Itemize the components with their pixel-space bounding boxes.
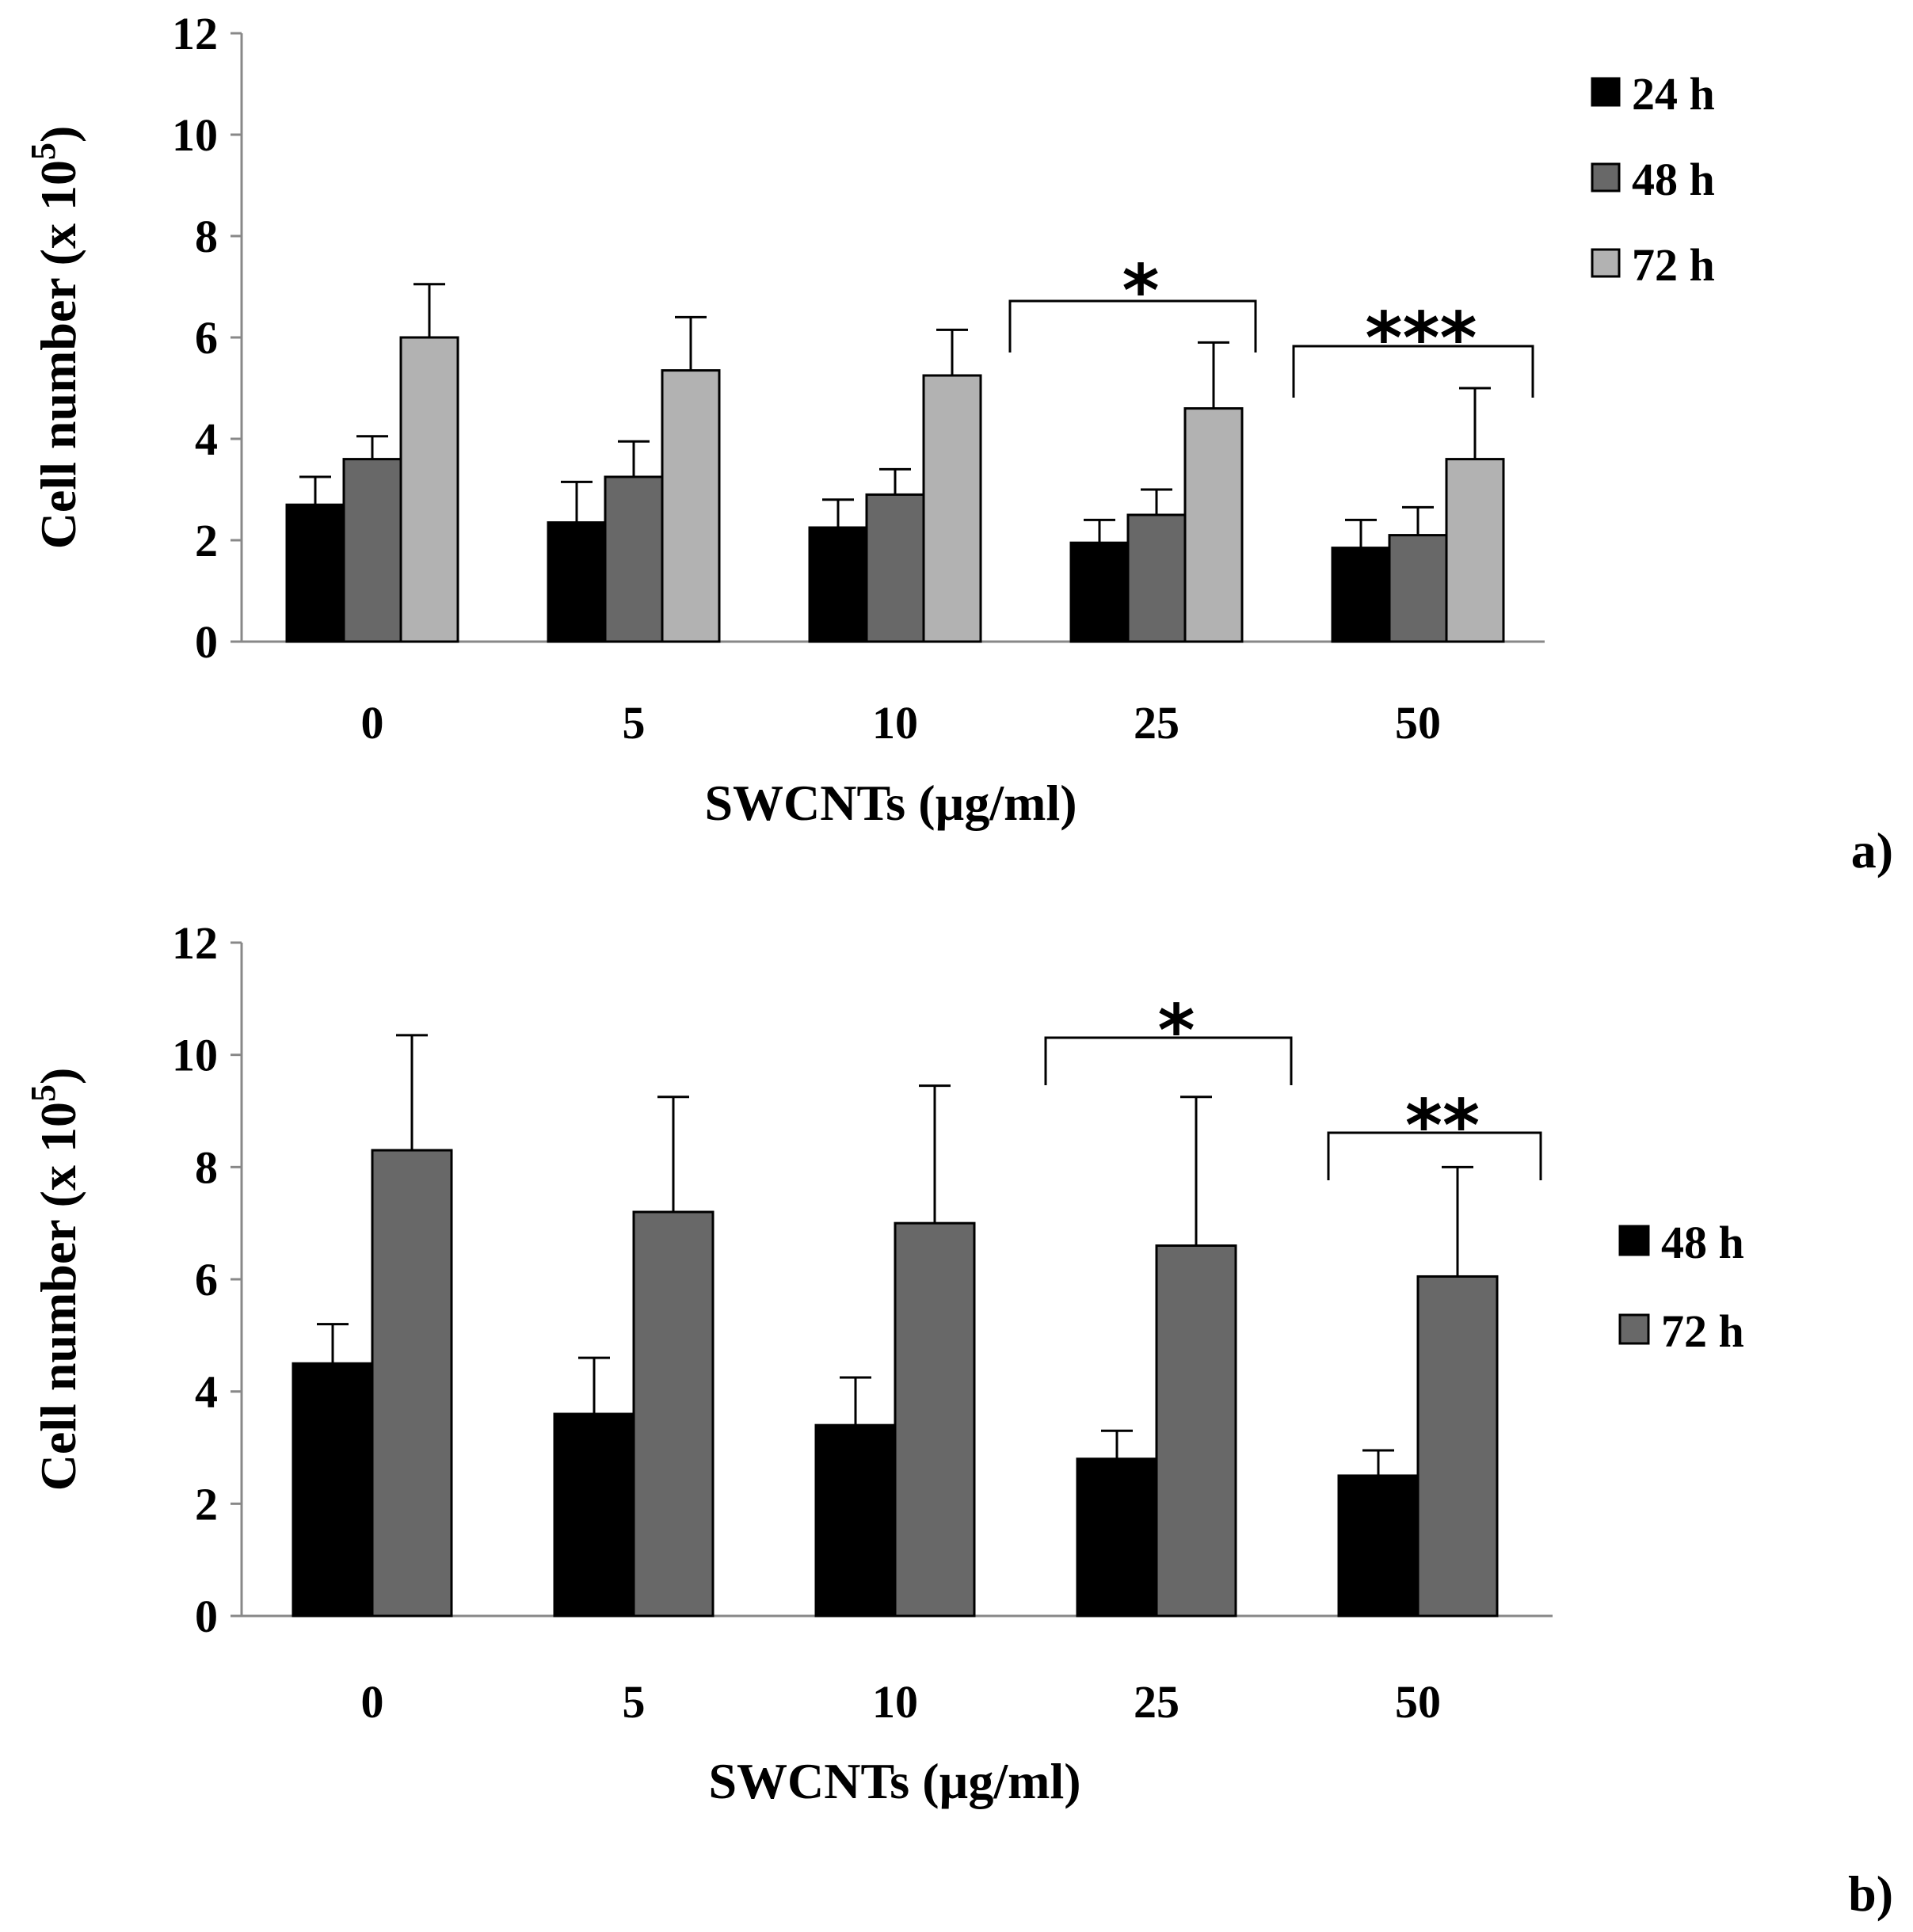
- legend-swatch: [1618, 1313, 1650, 1345]
- x-tick-label: 25: [1134, 1676, 1179, 1728]
- y-axis-label-close: ): [30, 1068, 86, 1084]
- x-axis-label: SWCNTs (µg/ml): [708, 1753, 1080, 1809]
- bar-72h-10: [922, 374, 982, 643]
- significance-marker: *: [1157, 989, 1195, 1073]
- bar-48h-25: [1126, 513, 1187, 643]
- y-tick-label: 4: [195, 413, 218, 465]
- bar-24h-50: [1331, 547, 1391, 643]
- y-tick-label: 4: [195, 1366, 218, 1418]
- y-tick-label: 0: [195, 616, 218, 668]
- bar-24h-5: [547, 521, 607, 643]
- x-tick-label: 0: [361, 697, 384, 749]
- y-tick-label: 2: [195, 515, 218, 566]
- legend-label: 48 h: [1632, 154, 1715, 205]
- bar-48h-50: [1337, 1474, 1420, 1618]
- y-tick-label: 8: [195, 1141, 218, 1193]
- bar-72h-25: [1155, 1244, 1237, 1618]
- y-tick-label: 6: [195, 312, 218, 364]
- y-tick-label: 2: [195, 1478, 218, 1530]
- y-axis-label-text: Cell number (x 10: [30, 160, 86, 549]
- bar-72h-5: [632, 1210, 715, 1618]
- bar-72h-0: [371, 1149, 453, 1618]
- y-tick-label: 0: [195, 1591, 218, 1642]
- y-axis-label-close: ): [30, 126, 86, 143]
- legend-swatch: [1618, 1225, 1650, 1256]
- y-tick-label: 6: [195, 1254, 218, 1305]
- significance-bracket: [1292, 345, 1534, 398]
- legend-swatch: [1591, 162, 1621, 192]
- legend-label: 72 h: [1661, 1305, 1744, 1357]
- y-axis-label-exponent: 5: [24, 1084, 63, 1102]
- bar-48h-10: [865, 493, 925, 643]
- bar-72h-25: [1183, 407, 1244, 643]
- x-tick-label: 50: [1395, 697, 1441, 749]
- y-axis-label-exponent: 5: [24, 143, 63, 160]
- legend-label: 24 h: [1632, 68, 1715, 120]
- significance-marker: *: [1122, 250, 1159, 333]
- bar-48h-50: [1388, 534, 1448, 643]
- significance-bracket: [1044, 1036, 1293, 1085]
- bar-48h-25: [1076, 1458, 1158, 1618]
- x-axis-label: SWCNTs (µg/ml): [704, 775, 1077, 831]
- legend-label: 48 h: [1661, 1217, 1744, 1268]
- panel-label: b): [1848, 1865, 1893, 1922]
- bar-72h-5: [661, 369, 721, 643]
- x-tick-label: 50: [1395, 1676, 1441, 1728]
- x-tick-label: 0: [361, 1676, 384, 1728]
- x-tick-label: 5: [623, 697, 646, 749]
- bar-72h-50: [1416, 1275, 1499, 1618]
- significance-marker: **: [1405, 1084, 1480, 1168]
- legend-label: 72 h: [1632, 239, 1715, 291]
- legend-swatch: [1591, 248, 1621, 278]
- x-tick-label: 10: [872, 697, 918, 749]
- panel-label: a): [1851, 822, 1893, 878]
- y-tick-label: 10: [172, 109, 218, 161]
- bar-48h-5: [553, 1412, 635, 1618]
- bar-24h-25: [1069, 541, 1130, 643]
- significance-bracket: [1008, 299, 1257, 352]
- y-axis-label: Cell number (x 105): [24, 1068, 86, 1492]
- bar-72h-50: [1445, 458, 1505, 643]
- legend-swatch: [1591, 77, 1621, 107]
- bar-48h-5: [604, 475, 664, 643]
- bar-48h-0: [342, 458, 402, 643]
- y-tick-label: 12: [172, 8, 218, 59]
- y-tick-label: 10: [172, 1030, 218, 1081]
- y-tick-label: 12: [172, 917, 218, 969]
- bar-48h-0: [292, 1362, 374, 1618]
- bar-72h-10: [894, 1221, 976, 1618]
- bar-48h-10: [814, 1423, 897, 1618]
- significance-marker: ***: [1365, 297, 1477, 380]
- y-axis-label-text: Cell number (x 10: [30, 1102, 86, 1491]
- x-tick-label: 10: [872, 1676, 918, 1728]
- x-tick-label: 5: [623, 1676, 646, 1728]
- y-axis-label: Cell number (x 105): [24, 126, 86, 550]
- bar-24h-10: [808, 526, 868, 643]
- x-tick-label: 25: [1134, 697, 1179, 749]
- y-tick-label: 8: [195, 211, 218, 262]
- bar-72h-0: [399, 336, 459, 643]
- significance-bracket: [1327, 1131, 1542, 1180]
- bar-24h-0: [285, 503, 345, 643]
